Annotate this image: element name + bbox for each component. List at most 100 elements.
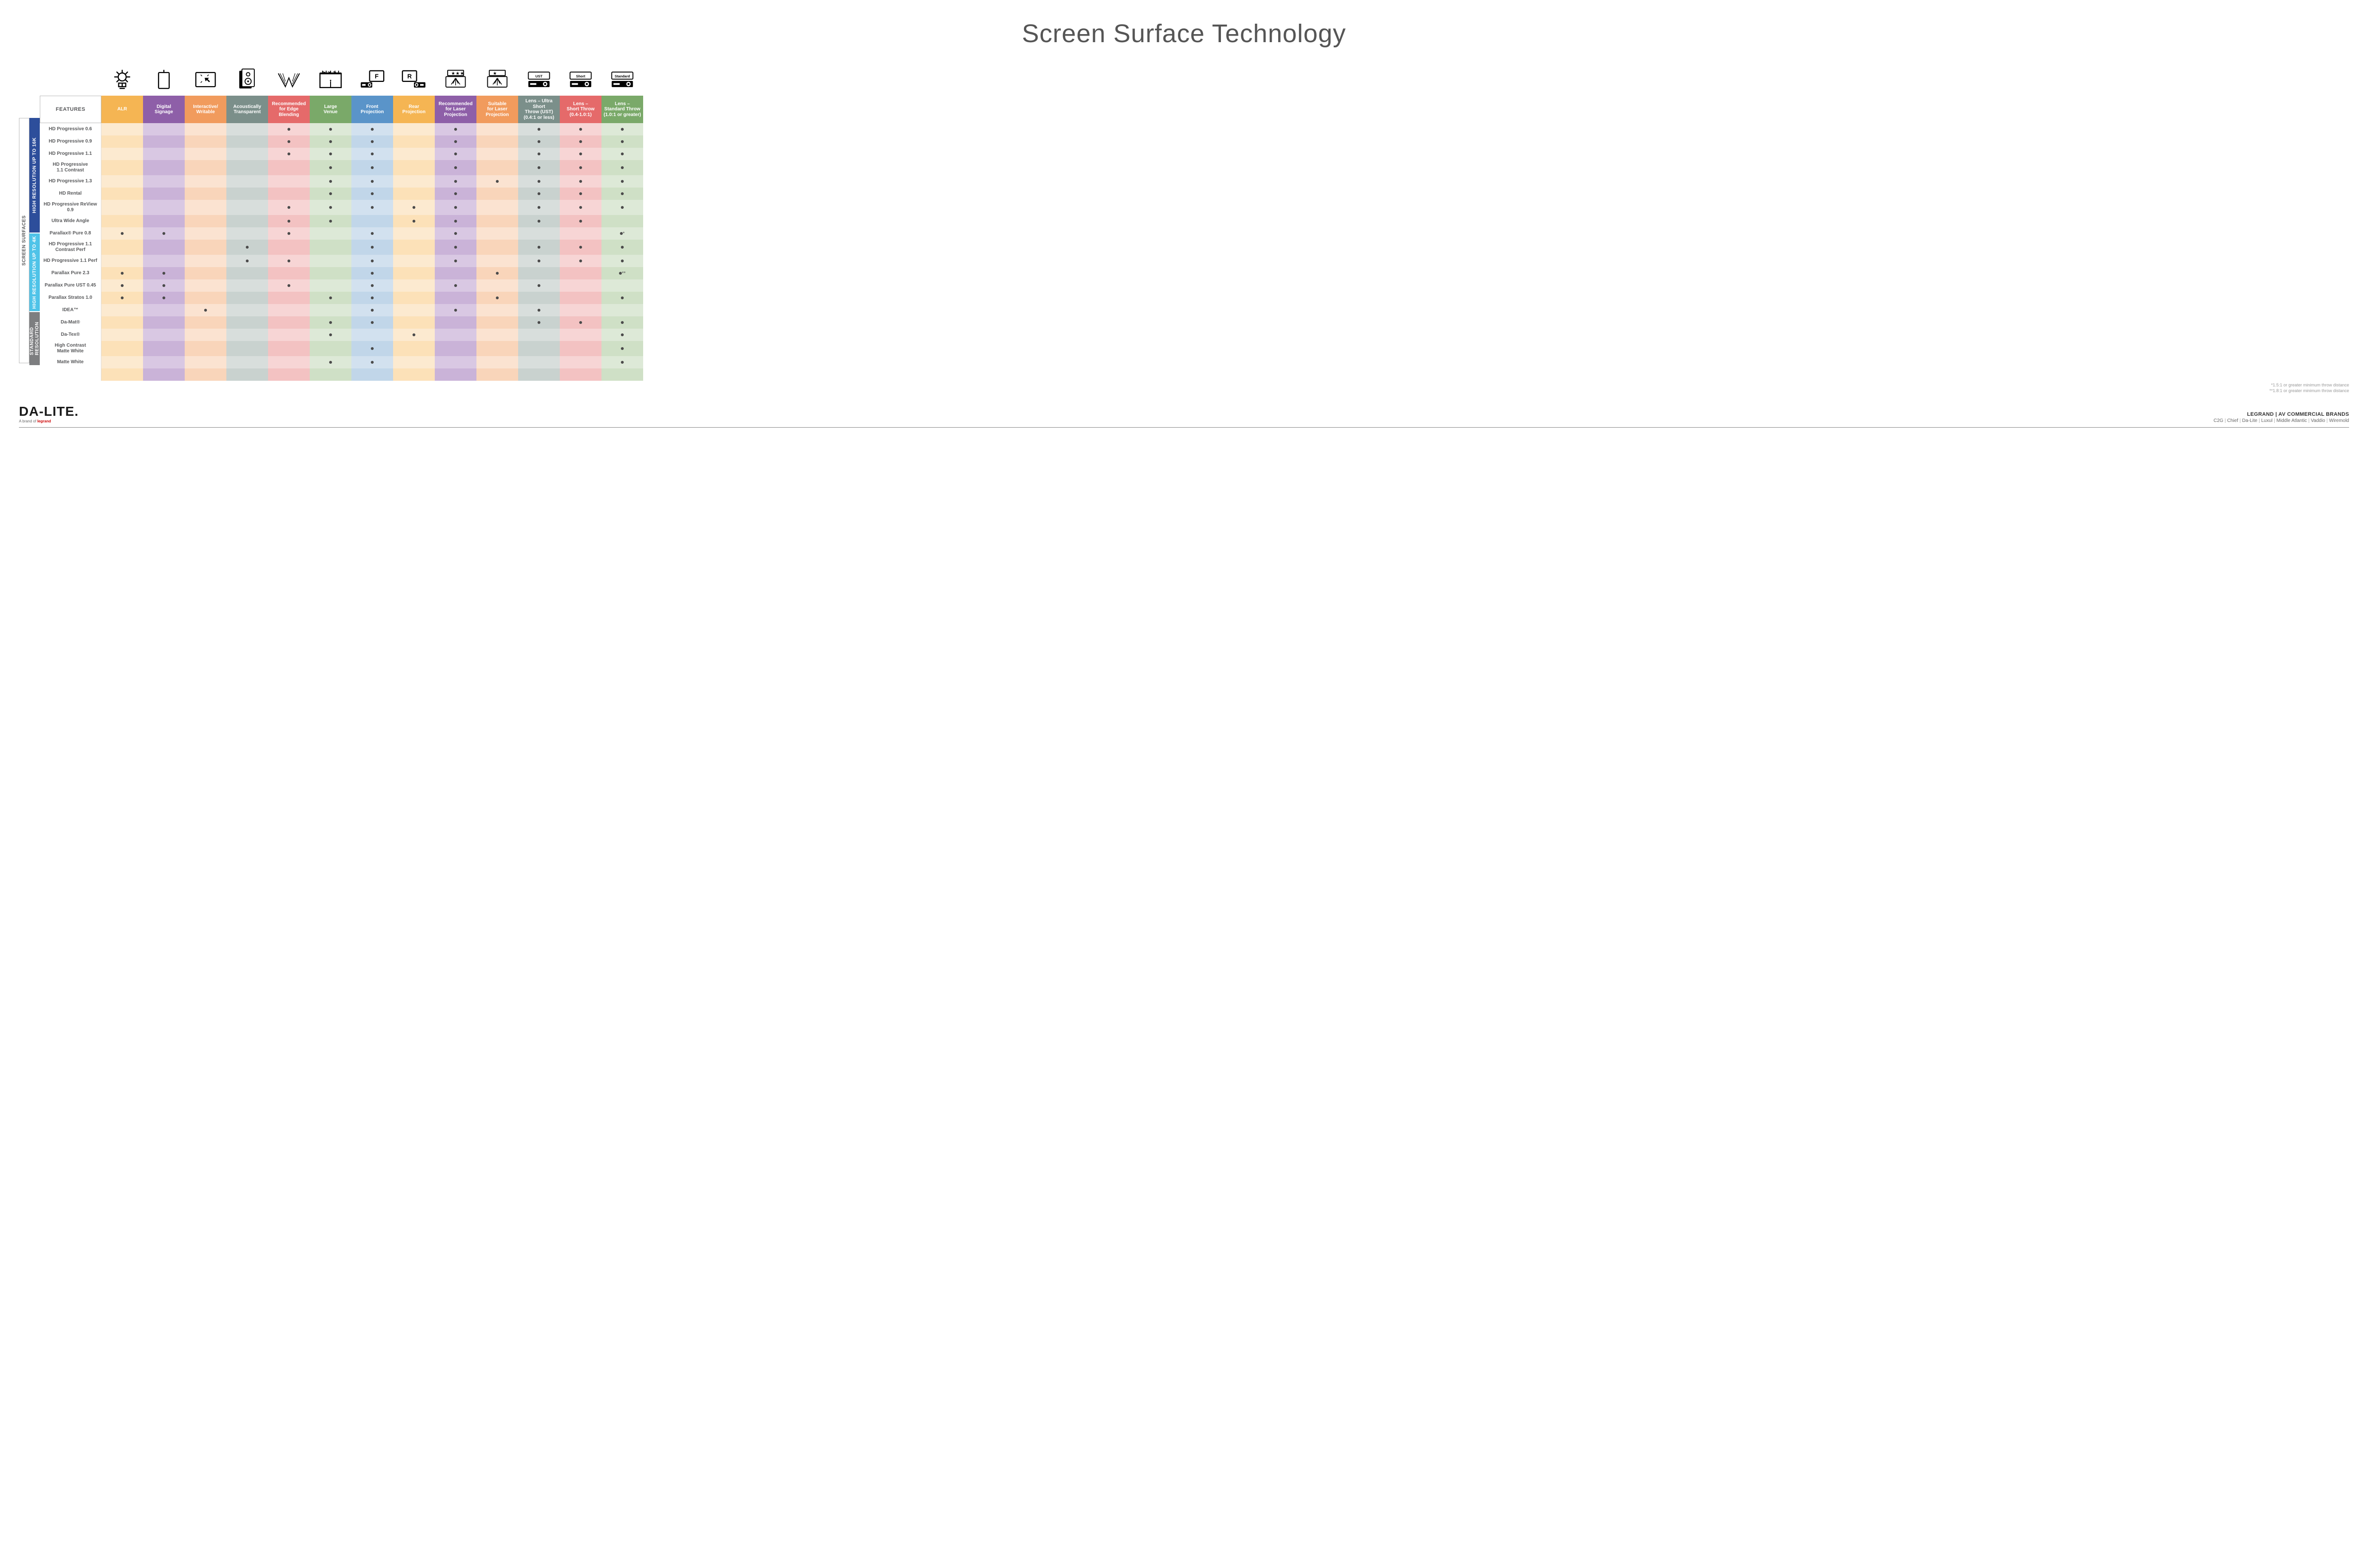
cell-large [310,215,351,227]
svg-text:Short: Short [576,74,585,78]
icon-reclaser: ★★★ ✶ [435,63,476,96]
cell-acoustic [226,304,268,316]
cell-ust [518,292,560,304]
col-header-rear: RearProjection [393,96,435,123]
cell-std [601,123,643,135]
chart: SCREEN SURFACESHIGH RESOLUTION UP TO 16K… [19,63,2349,381]
cell-edge [268,279,310,292]
cell-edge [268,304,310,316]
brands-list: C2GChiefDa-LiteLuxulMiddle AtlanticVaddi… [2214,418,2349,423]
cell-rear [393,175,435,188]
trailing-cell [435,368,476,381]
cell-ust [518,227,560,240]
cell-edge [268,356,310,368]
comparison-grid: FR ★★★ ✶ ★ ✶ UST Short Standard FEATURES… [40,63,643,381]
cell-digsig [143,148,185,160]
cell-front [351,316,393,329]
logo-subtext: A brand of legrand [19,419,79,423]
cell-ust [518,304,560,316]
row-spacer [40,368,101,381]
cell-front [351,304,393,316]
col-header-interact: Interactive/Writable [185,96,226,123]
cell-front [351,292,393,304]
trailing-cell [101,368,143,381]
cell-short [560,267,601,279]
cell-alr [101,255,143,267]
svg-text:★: ★ [460,71,464,76]
cell-ust [518,123,560,135]
trailing-cell [518,368,560,381]
cell-alr [101,215,143,227]
cell-reclaser [435,341,476,356]
cell-digsig [143,341,185,356]
cell-digsig [143,215,185,227]
cell-std [601,160,643,175]
cell-reclaser [435,175,476,188]
icon-front: F [351,63,393,96]
cell-rear [393,227,435,240]
cell-edge [268,227,310,240]
col-header-digsig: DigitalSignage [143,96,185,123]
cell-rear [393,240,435,255]
svg-text:★: ★ [451,71,455,76]
cell-acoustic [226,316,268,329]
cell-digsig [143,255,185,267]
brands-block: LEGRAND | AV COMMERCIAL BRANDS C2GChiefD… [2214,412,2349,423]
cell-reclaser [435,279,476,292]
cell-interact [185,267,226,279]
cell-suitlaser [476,356,518,368]
cell-alr [101,316,143,329]
cell-digsig [143,123,185,135]
cell-std: * [601,227,643,240]
footnotes: *1.5:1 or greater minimum throw distance… [19,383,2349,394]
cell-ust [518,255,560,267]
cell-acoustic [226,188,268,200]
cell-front [351,356,393,368]
cell-large [310,227,351,240]
cell-ust [518,240,560,255]
cell-short [560,304,601,316]
cell-short [560,215,601,227]
cell-large [310,160,351,175]
cell-ust [518,215,560,227]
icon-ust: UST [518,63,560,96]
page-title: Screen Surface Technology [19,19,2349,48]
cell-acoustic [226,148,268,160]
cell-alr [101,200,143,215]
cell-std [601,304,643,316]
cell-front [351,188,393,200]
footnote: **1.8:1 or greater minimum throw distanc… [19,388,2349,394]
brand-item: Luxul [2261,418,2277,423]
trailing-cell [226,368,268,381]
logo-text: DA-LITE. [19,404,79,419]
row-label: HD Progressive ReView 0.9 [40,200,101,215]
cell-digsig [143,240,185,255]
cell-short [560,356,601,368]
icon-suitlaser: ★ ✶ [476,63,518,96]
cell-reclaser [435,148,476,160]
cell-alr [101,304,143,316]
brand-item: Da-Lite [2242,418,2261,423]
cell-large [310,292,351,304]
col-header-suitlaser: Suitablefor LaserProjection [476,96,518,123]
icon-digsig [143,63,185,96]
cell-rear [393,200,435,215]
cell-acoustic [226,279,268,292]
cell-suitlaser [476,188,518,200]
row-label: HD Progressive1.1 Contrast [40,160,101,175]
cell-interact [185,279,226,292]
trailing-cell [476,368,518,381]
cell-digsig [143,329,185,341]
cell-short [560,255,601,267]
cell-alr [101,188,143,200]
cell-suitlaser [476,240,518,255]
cell-rear [393,160,435,175]
row-label: Parallax Pure 2.3 [40,267,101,279]
brand-item: Vaddio [2311,418,2329,423]
cell-front [351,160,393,175]
cell-front [351,279,393,292]
cell-edge [268,135,310,148]
cell-interact [185,215,226,227]
cell-digsig [143,135,185,148]
cell-std: ** [601,267,643,279]
